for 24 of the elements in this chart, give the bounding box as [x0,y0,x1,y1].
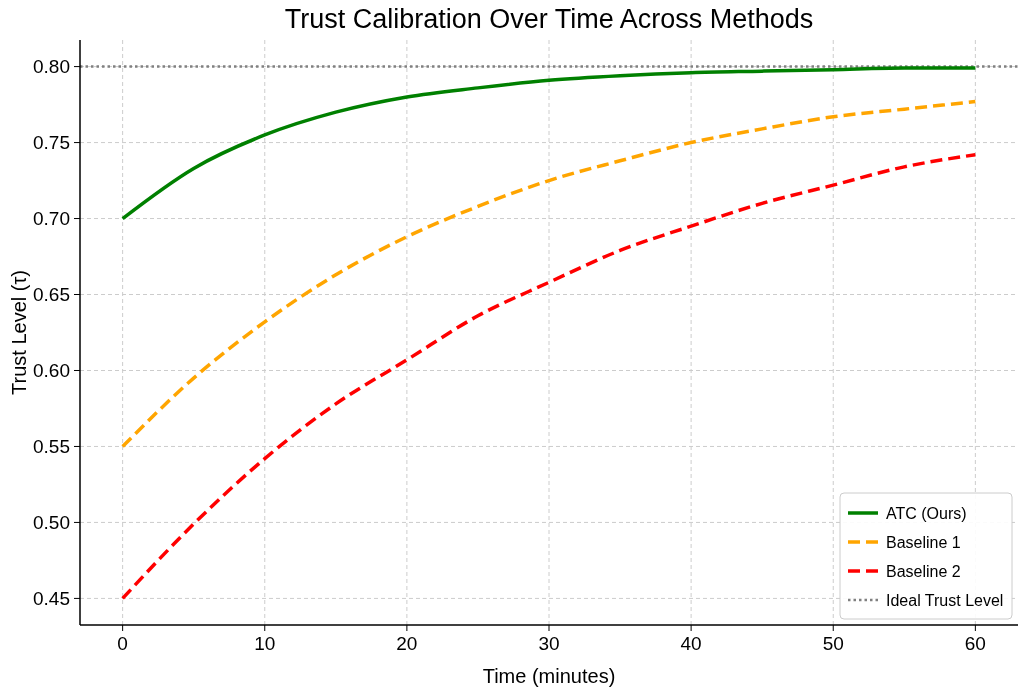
y-axis-title: Trust Level (τ) [8,270,30,395]
x-axis-title: Time (minutes) [482,665,616,687]
legend-label: Ideal Trust Level [886,591,1004,609]
x-tick-label: 50 [822,633,844,654]
x-tick-label: 60 [964,633,986,654]
line-series [120,99,978,449]
y-tick-label: 0.65 [33,284,70,306]
x-tick-label: 20 [396,633,418,654]
legend-label: Baseline 1 [886,533,961,551]
y-tick-label: 0.60 [33,360,70,382]
y-tick-label: 0.75 [33,132,70,154]
y-tick-label: 0.45 [33,588,70,610]
line-series [120,66,978,221]
y-tick-label: 0.70 [33,208,70,230]
x-tick-label: 30 [538,633,560,654]
y-tick-label: 0.55 [33,436,70,458]
x-tick-label: 10 [254,633,276,654]
y-tick-label: 0.80 [33,56,70,78]
chart-title: Trust Calibration Over Time Across Methods [284,4,814,34]
legend-label: ATC (Ours) [886,504,967,522]
y-tick-label: 0.50 [33,512,70,534]
legend-label: Baseline 2 [886,562,961,580]
x-tick-label: 40 [680,633,702,654]
x-tick-label: 0 [117,633,128,654]
